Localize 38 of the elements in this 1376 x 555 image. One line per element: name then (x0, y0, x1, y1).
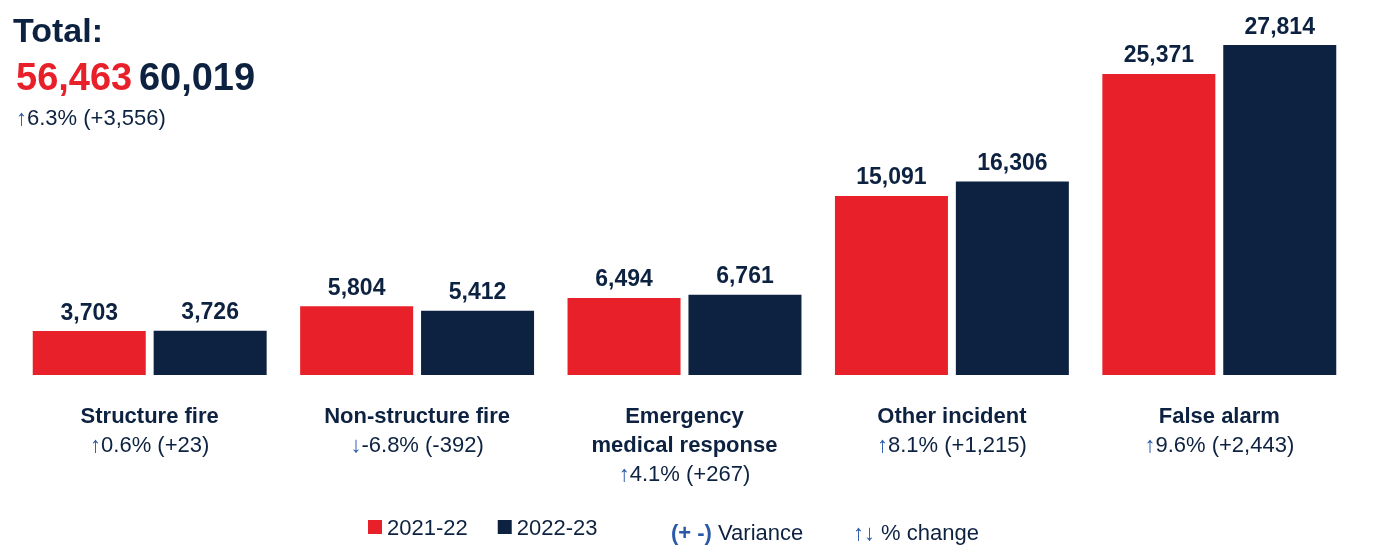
x-tick-label: Emergency medical response (591, 403, 778, 457)
bar (1223, 45, 1337, 375)
legend-label: 2022-23 (516, 514, 598, 540)
text: ↑4.1% (+267) (618, 461, 751, 486)
text: ↑↓ % change (853, 519, 979, 545)
data-label: 6,494 (595, 265, 654, 292)
data-label: 6,761 (716, 262, 774, 289)
data-label: 3,703 (60, 298, 119, 325)
bar (32, 331, 146, 375)
text: ↑8.1% (+1,215) (876, 432, 1027, 457)
text: ↓-6.8% (-392) (350, 432, 484, 457)
legend-label: 2021-22 (387, 514, 468, 540)
data-label: 25,371 (1123, 41, 1195, 68)
annotation: 56,463 (16, 56, 133, 98)
bar (834, 195, 948, 375)
x-tick-label: Other incident (877, 403, 1028, 428)
data-label: 15,091 (856, 163, 927, 190)
text: ↑9.6% (+2,443) (1144, 432, 1295, 457)
bar (955, 181, 1069, 375)
bar (1102, 73, 1216, 375)
x-tick-label: False alarm (1158, 403, 1280, 428)
bar (153, 330, 267, 375)
data-label: 5,412 (448, 278, 507, 305)
data-label: 5,804 (327, 273, 386, 300)
x-tick-label: Non-structure fire (324, 403, 510, 428)
bar (567, 297, 681, 375)
annotation: ↑6.3% (+3,556) (16, 104, 166, 130)
bar (688, 294, 802, 375)
bar (421, 310, 535, 375)
data-label: 27,814 (1244, 12, 1316, 39)
annotation: 60,019 (138, 56, 256, 98)
text: (+ -) Variance (671, 519, 804, 545)
bar (300, 306, 414, 375)
chart-title: Total: (13, 11, 104, 49)
x-tick-label: Structure fire (80, 403, 219, 428)
data-label: 16,306 (977, 149, 1048, 176)
data-label: 3,726 (181, 298, 239, 325)
text: ↑0.6% (+23) (90, 432, 210, 457)
